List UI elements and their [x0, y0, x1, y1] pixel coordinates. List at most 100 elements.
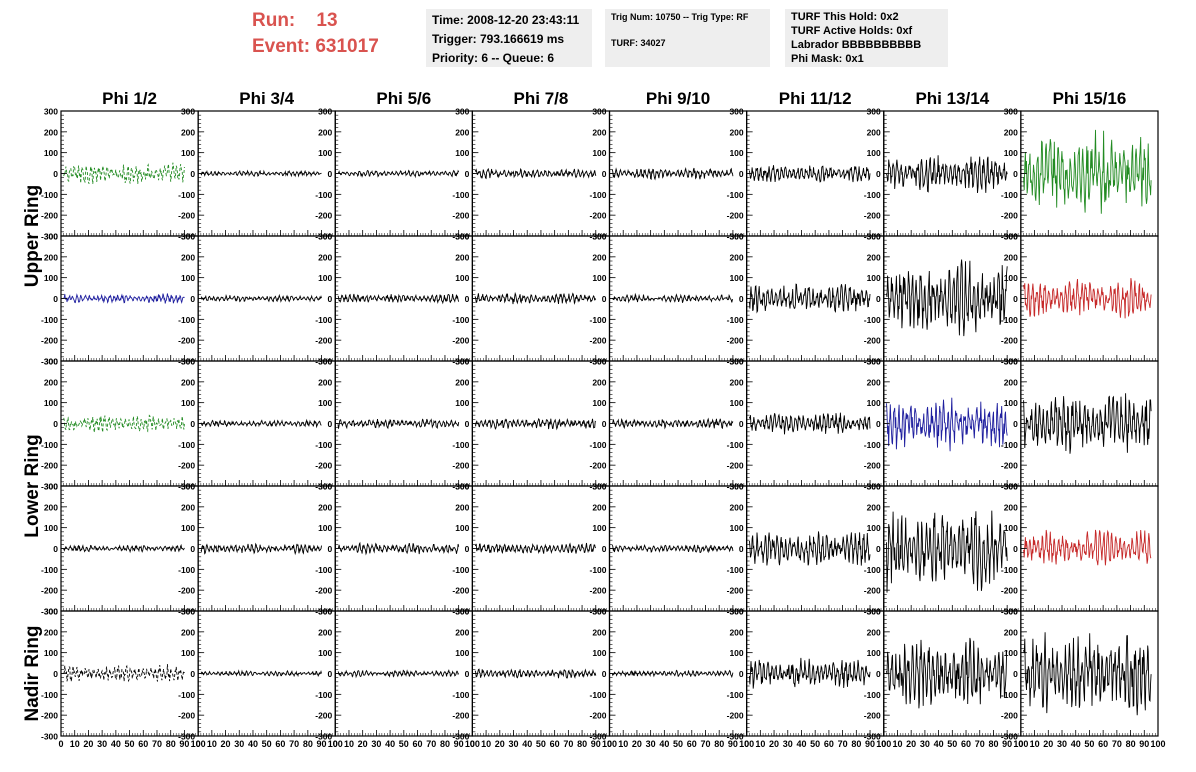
y-tick-label: -100 — [452, 315, 469, 325]
waveform-trace — [474, 167, 597, 180]
x-tick-label: 50 — [125, 739, 135, 749]
y-tick-label: 200 — [44, 252, 58, 262]
y-tick-label: -100 — [1001, 440, 1018, 450]
y-tick-label: 300 — [1004, 107, 1018, 117]
y-tick-label: -200 — [315, 211, 332, 221]
y-tick-label: 100 — [867, 523, 881, 533]
y-tick-label: 200 — [455, 502, 469, 512]
y-tick-label: -200 — [315, 461, 332, 471]
y-tick-label: 0 — [328, 294, 333, 304]
x-tick-label: 80 — [577, 739, 587, 749]
y-tick-label: -300 — [727, 732, 744, 742]
waveform-trace — [612, 417, 734, 430]
y-tick-label: -100 — [589, 190, 606, 200]
y-tick-label: -100 — [41, 315, 58, 325]
y-tick-label: 0 — [602, 294, 607, 304]
y-tick-label: 300 — [181, 107, 195, 117]
y-tick-label: 300 — [44, 482, 58, 492]
y-tick-label: -300 — [41, 357, 58, 367]
y-tick-label: -100 — [41, 440, 58, 450]
y-tick-label: 100 — [1004, 148, 1018, 158]
run-line: Run: 13 — [252, 8, 412, 34]
y-tick-label: 200 — [181, 127, 195, 137]
x-tick-label: 0 — [196, 739, 201, 749]
y-tick-label: 0 — [465, 544, 470, 554]
x-tick-label: 20 — [769, 739, 779, 749]
y-tick-label: 300 — [181, 607, 195, 617]
y-tick-label: -200 — [864, 336, 881, 346]
waveform-trace — [63, 414, 185, 433]
y-tick-label: 100 — [729, 273, 743, 283]
priority-text: Priority: 6 -- Queue: 6 — [432, 51, 555, 65]
y-tick-label: 200 — [455, 627, 469, 637]
y-tick-label: 200 — [318, 127, 332, 137]
y-tick-label: 0 — [602, 419, 607, 429]
y-tick-label: -100 — [1001, 190, 1018, 200]
trigger-text: Trigger: 793.166619 ms — [432, 32, 565, 46]
y-tick-label: -100 — [178, 315, 195, 325]
y-tick-label: -200 — [315, 711, 332, 721]
y-tick-label: -300 — [589, 732, 606, 742]
run-event-box: Run: 13 Event: 631017 — [252, 8, 412, 60]
y-tick-label: 300 — [44, 232, 58, 242]
y-tick-label: 0 — [739, 169, 744, 179]
y-tick-label: 200 — [729, 127, 743, 137]
y-tick-label: 100 — [318, 648, 332, 658]
y-tick-label: 300 — [592, 107, 606, 117]
y-tick-label: -200 — [864, 586, 881, 596]
y-tick-label: -200 — [452, 586, 469, 596]
y-tick-label: -100 — [727, 565, 744, 575]
y-tick-label: -100 — [727, 690, 744, 700]
y-tick-label: -100 — [315, 315, 332, 325]
y-tick-label: 300 — [318, 357, 332, 367]
waveform-trace — [611, 669, 734, 679]
y-tick-label: 200 — [867, 127, 881, 137]
y-tick-label: -100 — [315, 440, 332, 450]
y-tick-label: 200 — [318, 627, 332, 637]
y-tick-label: 0 — [876, 419, 881, 429]
x-tick-label: 30 — [646, 739, 656, 749]
y-tick-label: 200 — [318, 252, 332, 262]
time-text: Time: 2008-12-20 23:43:11 — [432, 13, 580, 27]
x-tick-label: 40 — [659, 739, 669, 749]
x-tick-label: 60 — [961, 739, 971, 749]
y-tick-label: 100 — [729, 648, 743, 658]
y-tick-label: 200 — [181, 252, 195, 262]
y-tick-label: 0 — [190, 669, 195, 679]
x-tick-label: 100 — [328, 739, 343, 749]
waveform-trace — [338, 169, 460, 179]
y-tick-label: 300 — [44, 357, 58, 367]
x-tick-label: 80 — [851, 739, 861, 749]
y-tick-label: 200 — [729, 252, 743, 262]
x-tick-label: 10 — [70, 739, 80, 749]
x-tick-label: 10 — [755, 739, 765, 749]
waveform-trace — [748, 531, 871, 566]
x-tick-label: 90 — [454, 739, 464, 749]
y-tick-label: 300 — [867, 607, 881, 617]
y-tick-label: -300 — [315, 732, 332, 742]
x-tick-label: 40 — [796, 739, 806, 749]
y-tick-label: 100 — [44, 648, 58, 658]
y-tick-label: -300 — [1001, 732, 1018, 742]
panel-frame — [1020, 610, 1159, 737]
y-tick-label: 300 — [729, 482, 743, 492]
y-tick-label: 300 — [729, 607, 743, 617]
y-tick-label: 0 — [739, 294, 744, 304]
y-tick-label: 100 — [1004, 648, 1018, 658]
y-tick-label: -300 — [41, 232, 58, 242]
y-tick-label: 200 — [1004, 502, 1018, 512]
y-tick-label: 200 — [181, 377, 195, 387]
x-tick-label: 60 — [687, 739, 697, 749]
x-tick-label: 100 — [602, 739, 617, 749]
x-tick-label: 30 — [1057, 739, 1067, 749]
y-tick-label: 0 — [190, 294, 195, 304]
y-tick-label: -200 — [589, 711, 606, 721]
y-tick-label: -300 — [178, 732, 195, 742]
y-tick-label: 200 — [592, 627, 606, 637]
y-tick-label: 100 — [455, 398, 469, 408]
y-tick-label: 100 — [455, 273, 469, 283]
y-tick-label: 100 — [181, 648, 195, 658]
y-tick-label: 100 — [1004, 398, 1018, 408]
y-tick-label: -100 — [452, 565, 469, 575]
x-tick-label: 30 — [371, 739, 381, 749]
